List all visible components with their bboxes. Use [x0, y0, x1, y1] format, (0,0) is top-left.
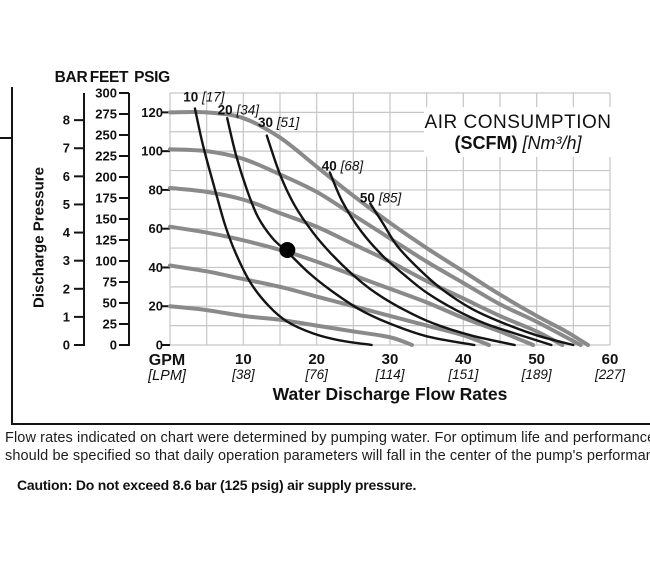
bar-tick-label: 3	[63, 253, 70, 268]
feet-tick-label: 50	[103, 296, 117, 311]
feet-tick-label: 0	[110, 338, 117, 353]
x-tick-lpm: [114]	[374, 367, 405, 382]
feet-tick-label: 275	[95, 107, 117, 122]
bar-tick-label: 8	[63, 113, 70, 128]
feet-tick-label: 25	[103, 317, 117, 332]
pump-curve-40psig	[168, 263, 491, 347]
pump-curve-120psig	[168, 109, 590, 347]
x-tick-gpm: 40	[455, 351, 472, 368]
bar-tick-label: 5	[63, 197, 70, 212]
x-axis-title: Water Discharge Flow Rates	[273, 384, 508, 404]
psig-tick-label: 0	[156, 338, 163, 353]
feet-tick-label: 100	[95, 254, 117, 269]
x-tick-lpm: [227]	[594, 367, 626, 382]
x-tick-gpm: 30	[382, 351, 399, 368]
frame-left-border	[11, 87, 13, 425]
footnote-line-2: should be specified so that daily operat…	[5, 448, 650, 464]
feet-tick-label: 150	[95, 212, 117, 227]
frame-left-stub	[0, 137, 12, 139]
feet-tick-label: 200	[95, 170, 117, 185]
feet-tick-label: 250	[95, 128, 117, 143]
air-curve-label-10: 10 [17]	[183, 90, 226, 105]
air-curve-30-scfm	[265, 134, 516, 347]
psig-tick-label: 80	[149, 182, 163, 197]
performance-chart: 0123456780255075100125150175200225250275…	[63, 86, 626, 404]
frame-bottom-border	[11, 423, 650, 425]
x-tick-lpm: [38]	[231, 367, 256, 382]
bar-tick-label: 4	[63, 225, 71, 240]
air-curve-label-40: 40 [68]	[322, 159, 365, 174]
air-curve-label-20: 20 [34]	[218, 102, 261, 117]
psig-tick-label: 60	[149, 221, 163, 236]
caution-text: Caution: Do not exceed 8.6 bar (125 psig…	[17, 477, 417, 493]
psig-tick-label: 20	[149, 299, 163, 314]
feet-tick-label: 75	[103, 275, 117, 290]
scale-header-bar: BAR	[54, 69, 88, 86]
x-tick-lpm: [151]	[447, 367, 479, 382]
air-curve-label-30: 30 [51]	[258, 115, 301, 130]
psig-tick-label: 40	[149, 260, 163, 275]
air-curve-10-scfm	[193, 107, 373, 347]
x-tick-gpm: 20	[308, 351, 325, 368]
footnote-line-1: Flow rates indicated on chart were deter…	[5, 430, 650, 446]
bar-tick-label: 6	[63, 169, 70, 184]
feet-tick-label: 175	[95, 191, 117, 206]
bar-tick-label: 2	[63, 281, 70, 296]
x-tick-gpm: 10	[235, 351, 252, 368]
chart-title-line1: AIR CONSUMPTION	[425, 112, 612, 133]
pump-curve-100psig	[168, 147, 583, 347]
feet-tick-label: 300	[95, 86, 117, 101]
chart-title-line2: (SCFM) [Nm³/h]	[455, 133, 583, 153]
air-curve-40-scfm	[328, 171, 553, 347]
air-curve-20-scfm	[226, 117, 476, 347]
operating-point-dot	[279, 242, 296, 259]
psig-tick-label: 120	[141, 105, 163, 120]
pump-curve-80psig	[168, 185, 565, 347]
air-curve-label-50: 50 [85]	[360, 191, 403, 206]
scale-header-psig: PSIG	[134, 69, 170, 86]
x-units-gpm: GPM	[149, 352, 185, 369]
feet-tick-label: 225	[95, 149, 117, 164]
chart-title-backdrop	[424, 107, 612, 157]
bar-tick-label: 0	[63, 338, 70, 353]
psig-tick-label: 100	[141, 144, 163, 159]
x-units-lpm: [LPM]	[147, 368, 187, 384]
bar-tick-label: 7	[63, 141, 70, 156]
x-tick-gpm: 50	[528, 351, 545, 368]
feet-tick-label: 125	[95, 233, 117, 248]
air-curve-50-scfm	[369, 202, 575, 347]
scale-header-feet: FEET	[89, 69, 129, 86]
bar-tick-label: 1	[63, 309, 70, 324]
x-tick-lpm: [189]	[521, 367, 553, 382]
x-tick-lpm: [76]	[304, 367, 329, 382]
pump-curve-20psig	[168, 304, 414, 347]
x-tick-gpm: 60	[602, 351, 619, 368]
